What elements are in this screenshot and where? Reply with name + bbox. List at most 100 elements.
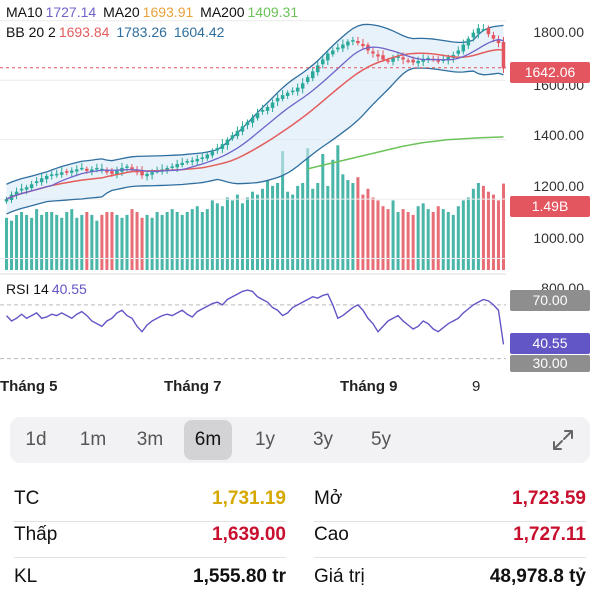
volume-bar-7 <box>40 214 44 270</box>
volume-bar-90 <box>456 206 460 270</box>
candle-body-33 <box>170 166 174 168</box>
stat-kl: KL 1,555.80 tr <box>14 556 286 600</box>
candle-body-27 <box>140 171 144 176</box>
candle-body-92 <box>466 38 471 46</box>
ma10-line <box>6 38 504 200</box>
candle-body-38 <box>195 158 200 162</box>
ma-legend: MA10 1727.14 MA20 1693.91 MA200 1409.31 <box>6 4 301 20</box>
volume-bar-1 <box>10 220 14 270</box>
rsi-30-tag: 30.00 <box>510 355 590 372</box>
volume-bar-83 <box>421 203 425 270</box>
candle-body-35 <box>180 162 184 165</box>
volume-bar-95 <box>481 185 485 270</box>
volume-bar-17 <box>90 214 94 270</box>
candle-body-67 <box>341 44 345 49</box>
candle-body-56 <box>285 92 290 96</box>
range-5y-button[interactable]: 5y <box>370 429 392 450</box>
volume-bar-33 <box>170 209 174 270</box>
volume-bar-45 <box>230 200 234 270</box>
stat-mo: Mở 1,723.59 <box>314 478 586 522</box>
volume-bar-52 <box>266 180 270 270</box>
volume-bar-6 <box>35 209 39 270</box>
volume-bar-65 <box>331 159 335 270</box>
volume-bar-0 <box>5 217 9 270</box>
volume-bar-21 <box>110 212 114 270</box>
volume-bar-55 <box>281 151 285 270</box>
volume-bar-14 <box>75 217 79 270</box>
mo-value: 1,723.59 <box>512 488 586 509</box>
candle-body-22 <box>115 170 119 175</box>
volume-bar-47 <box>240 203 244 270</box>
thap-label: Thấp <box>14 524 58 545</box>
mo-label: Mở <box>314 488 343 509</box>
volume-bar-44 <box>225 197 229 270</box>
volume-bar-3 <box>20 212 24 270</box>
candle-body-10 <box>54 173 59 176</box>
candle-body-74 <box>376 54 380 57</box>
volume-bar-85 <box>431 212 435 270</box>
candle-body-46 <box>235 130 240 137</box>
volume-bar-80 <box>406 212 410 270</box>
volume-bar-35 <box>180 214 184 270</box>
volume-bar-54 <box>276 183 280 270</box>
candle-body-18 <box>95 167 99 170</box>
candle-body-40 <box>205 154 210 159</box>
candle-body-57 <box>290 90 295 93</box>
volume-bar-19 <box>100 214 104 270</box>
volume-bar-63 <box>321 154 325 270</box>
candle-body-9 <box>49 174 54 176</box>
volume-bar-66 <box>336 145 340 270</box>
thap-value: 1,639.00 <box>212 524 286 545</box>
volume-bar-87 <box>441 209 445 270</box>
range-3y-button[interactable]: 3y <box>312 429 334 450</box>
candle-body-95 <box>481 29 486 31</box>
range-1d-button[interactable]: 1d <box>25 429 47 450</box>
candle-body-19 <box>100 168 104 171</box>
volume-bar-86 <box>436 206 440 270</box>
candle-body-55 <box>280 95 285 99</box>
volume-bar-11 <box>60 217 64 270</box>
volume-bar-12 <box>65 212 69 270</box>
volume-bar-75 <box>381 206 385 270</box>
volume-bar-16 <box>85 212 89 270</box>
volume-bar-70 <box>356 177 360 270</box>
volume-bar-41 <box>210 200 214 270</box>
stat-cao: Cao 1,727.11 <box>314 514 586 558</box>
expand-icon[interactable] <box>550 427 576 453</box>
rsi-value: 40.55 <box>51 281 87 297</box>
candle-body-47 <box>240 126 245 132</box>
volume-bar-93 <box>471 188 475 270</box>
volume-bar-97 <box>491 194 495 270</box>
range-1m-button[interactable]: 1m <box>79 429 107 450</box>
candle-body-99 <box>501 41 506 69</box>
range-3m-button[interactable]: 3m <box>136 429 164 450</box>
candle-body-65 <box>331 50 335 55</box>
volume-bar-78 <box>396 212 400 270</box>
tc-value: 1,731.19 <box>212 488 286 509</box>
volume-bar-91 <box>461 200 465 270</box>
candle-body-88 <box>446 57 451 61</box>
y-tick-1000: 1000.00 <box>533 230 584 246</box>
y-tick-1400: 1400.00 <box>533 127 584 143</box>
volume-bar-5 <box>30 217 34 270</box>
range-6m-button[interactable]: 6m <box>184 420 232 460</box>
ma200-value: 1409.31 <box>247 4 299 20</box>
candle-body-39 <box>200 157 205 159</box>
candle-body-11 <box>59 172 64 175</box>
chart-canvas[interactable] <box>0 0 600 372</box>
candle-body-44 <box>225 139 230 146</box>
candle-body-21 <box>110 171 114 174</box>
volume-bar-84 <box>426 209 430 270</box>
price-chart[interactable]: MA10 1727.14 MA20 1693.91 MA200 1409.31 BB … <box>0 0 600 372</box>
volume-bar-40 <box>205 209 209 270</box>
range-1y-button[interactable]: 1y <box>254 429 276 450</box>
candle-body-20 <box>105 169 109 173</box>
volume-bar-28 <box>145 214 149 270</box>
tc-label: TC <box>14 488 40 509</box>
volume-bar-29 <box>150 217 154 270</box>
candle-body-97 <box>491 35 496 39</box>
rsi-legend: RSI 14 40.55 <box>6 281 90 297</box>
x-axis-labels: Tháng 5 Tháng 7 Tháng 9 9 <box>0 378 600 400</box>
candle-body-91 <box>461 44 466 52</box>
volume-bar-92 <box>466 197 470 270</box>
